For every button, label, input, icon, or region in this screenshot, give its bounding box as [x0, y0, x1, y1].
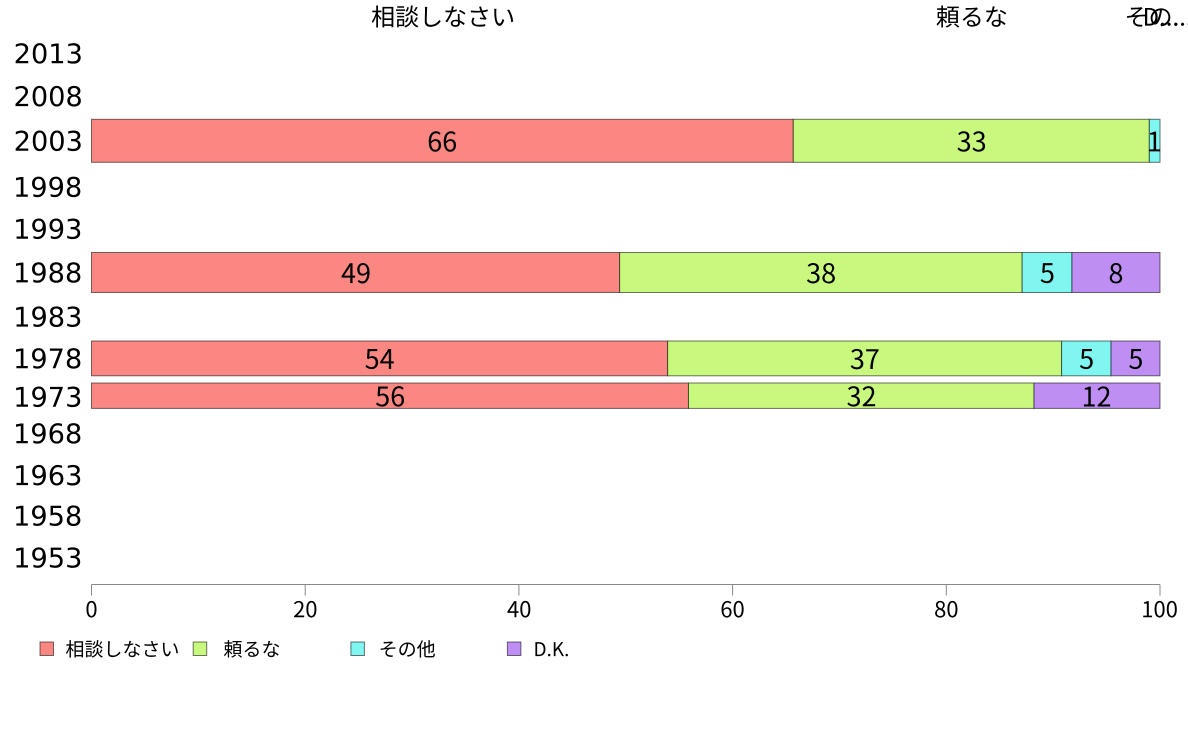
legend-swatch-2[interactable] — [350, 641, 365, 656]
year-label-1958: 1958 — [16, 505, 81, 526]
year-label-1998: 1998 — [16, 176, 81, 198]
bar-segment-1988-2[interactable] — [1021, 252, 1073, 293]
value-label-2003-s0: 66 — [428, 131, 457, 152]
value-label-1988-s1: 38 — [806, 262, 835, 284]
x-tick-label-40: 40 — [507, 600, 531, 618]
bar-segment-1973-0[interactable] — [91, 382, 689, 409]
year-label-1978: 1978 — [16, 348, 81, 369]
x-axis — [91, 584, 1161, 596]
year-label-1988: 1988 — [16, 262, 81, 283]
bar-segment-1978-2[interactable] — [1061, 340, 1112, 377]
bars-layer — [91, 118, 1161, 409]
value-label-1988-s3: 8 — [1109, 262, 1123, 284]
bar-segment-2003-0[interactable] — [91, 118, 794, 163]
legend-swatch-1[interactable] — [192, 641, 208, 656]
year-label-1953: 1953 — [16, 547, 81, 568]
legend-swatch-0[interactable] — [39, 641, 54, 656]
year-label-1993: 1993 — [16, 218, 81, 240]
legend-label-1: 頼るな — [224, 640, 280, 658]
bar-segment-1973-1[interactable] — [687, 382, 1035, 409]
x-tick-label-20: 20 — [293, 600, 317, 618]
x-tick-label-60: 60 — [721, 600, 744, 618]
year-label-1968: 1968 — [16, 423, 81, 444]
value-label-1973-s0: 56 — [375, 386, 405, 407]
x-tick-label-0: 0 — [86, 600, 97, 618]
value-label-1973-s1: 32 — [847, 386, 876, 407]
value-label-1988-s0: 49 — [341, 262, 370, 284]
legend-label-3: D.K. — [535, 642, 569, 657]
year-label-1963: 1963 — [16, 464, 81, 486]
bar-segment-1978-1[interactable] — [667, 340, 1063, 377]
bar-segment-2003-1[interactable] — [792, 118, 1150, 163]
value-label-2003-s1: 33 — [957, 131, 986, 152]
value-label-1978-s2: 5 — [1079, 349, 1093, 370]
legend-label-2: その他 — [380, 640, 435, 658]
legend-swatch-3[interactable] — [506, 641, 522, 656]
bar-segment-1988-0[interactable] — [91, 252, 621, 293]
bar-row-1988 — [91, 252, 1161, 293]
bar-row-2003 — [91, 118, 1161, 163]
labels-layer: 相談しなさい 頼るな その... D... 2013 2008 2003 199… — [15, 5, 1188, 658]
value-label-1973-s3: 12 — [1083, 386, 1111, 407]
bar-segment-1988-1[interactable] — [619, 252, 1023, 293]
bar-segment-1978-0[interactable] — [91, 340, 669, 377]
x-tick-label-100: 100 — [1143, 600, 1177, 618]
annotation-soudan: 相談しなさい — [371, 5, 514, 28]
bar-segment-1973-3[interactable] — [1033, 382, 1161, 409]
year-label-2003: 2003 — [15, 130, 81, 152]
year-label-1983: 1983 — [16, 306, 81, 327]
bar-row-1978 — [91, 340, 1161, 377]
value-label-1978-s0: 54 — [365, 349, 394, 370]
annotation-sonota-truncated: その... — [1126, 7, 1188, 27]
value-label-1978-s1: 37 — [850, 348, 879, 370]
year-label-1973: 1973 — [16, 386, 81, 408]
value-label-2003-s2: 1 — [1149, 131, 1161, 152]
annotation-dk-truncated: D... — [1145, 8, 1178, 26]
value-label-1978-s3: 5 — [1129, 349, 1142, 370]
year-label-2008: 2008 — [15, 85, 81, 107]
bar-segment-1978-3[interactable] — [1110, 340, 1161, 377]
x-tick-label-80: 80 — [935, 600, 958, 618]
legend-label-0: 相談しなさい — [66, 640, 178, 658]
annotation-tayoruna: 頼るな — [936, 5, 1007, 28]
legend — [39, 641, 522, 656]
bar-row-1973 — [91, 382, 1161, 409]
year-label-2013: 2013 — [15, 43, 81, 64]
value-label-1988-s2: 5 — [1040, 263, 1054, 284]
